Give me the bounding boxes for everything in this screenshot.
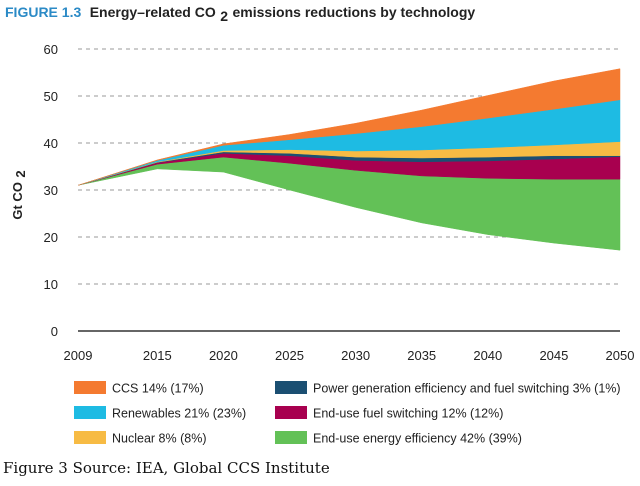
legend-swatch-5 bbox=[275, 431, 307, 444]
legend-label-0: CCS 14% (17%) bbox=[112, 382, 204, 396]
chart-heading: FIGURE 1.3 Energy–related CO 2 emissions… bbox=[5, 4, 475, 25]
figure-label: FIGURE 1.3 bbox=[5, 4, 81, 20]
y-tick-50: 50 bbox=[44, 89, 58, 104]
figure-title-tail: emissions reductions by technology bbox=[232, 4, 475, 20]
emissions-chart: FIGURE 1.3 Energy–related CO 2 emissions… bbox=[5, 4, 635, 446]
band-5-ccs bbox=[77, 68, 621, 186]
legend-swatch-0 bbox=[74, 381, 106, 394]
y-tick-20: 20 bbox=[44, 230, 58, 245]
x-tick-2009: 2009 bbox=[64, 348, 93, 363]
legend-label-4: Nuclear 8% (8%) bbox=[112, 432, 206, 446]
y-tick-30: 30 bbox=[44, 183, 58, 198]
y-tick-0: 0 bbox=[51, 324, 58, 339]
y-tick-60: 60 bbox=[44, 42, 58, 57]
figure-title: Energy–related CO bbox=[90, 4, 216, 20]
legend-swatch-2 bbox=[74, 406, 106, 419]
legend: CCS 14% (17%) Power generation efficiency… bbox=[74, 381, 621, 446]
x-tick-2050: 2050 bbox=[606, 348, 635, 363]
legend-label-5: End-use energy efficiency 42% (39%) bbox=[313, 432, 522, 446]
figure-caption: Figure 3 Source: IEA, Global CCS Institu… bbox=[3, 459, 330, 477]
x-tick-2020: 2020 bbox=[209, 348, 238, 363]
legend-label-2: Renewables 21% (23%) bbox=[112, 407, 246, 421]
x-tick-2045: 2045 bbox=[539, 348, 568, 363]
figure-title-subscript: 2 bbox=[220, 8, 228, 24]
x-tick-2030: 2030 bbox=[341, 348, 370, 363]
legend-label-1: Power generation efficiency and fuel swi… bbox=[313, 382, 621, 396]
x-tick-2015: 2015 bbox=[143, 348, 172, 363]
x-tick-2035: 2035 bbox=[407, 348, 436, 363]
x-tick-labels: 2009 2015 2020 2025 2030 2035 2040 2045 2050 bbox=[64, 348, 635, 363]
area-bands bbox=[77, 68, 621, 251]
x-tick-2025: 2025 bbox=[275, 348, 304, 363]
y-tick-40: 40 bbox=[44, 136, 58, 151]
legend-swatch-3 bbox=[275, 406, 307, 419]
x-tick-2040: 2040 bbox=[473, 348, 502, 363]
y-tick-labels: 0 10 20 30 40 50 60 bbox=[44, 42, 58, 339]
y-tick-10: 10 bbox=[44, 277, 58, 292]
y-axis-label: Gt CO 2 bbox=[9, 170, 28, 219]
legend-swatch-1 bbox=[275, 381, 307, 394]
legend-label-3: End-use fuel switching 12% (12%) bbox=[313, 407, 503, 421]
legend-swatch-4 bbox=[74, 431, 106, 444]
